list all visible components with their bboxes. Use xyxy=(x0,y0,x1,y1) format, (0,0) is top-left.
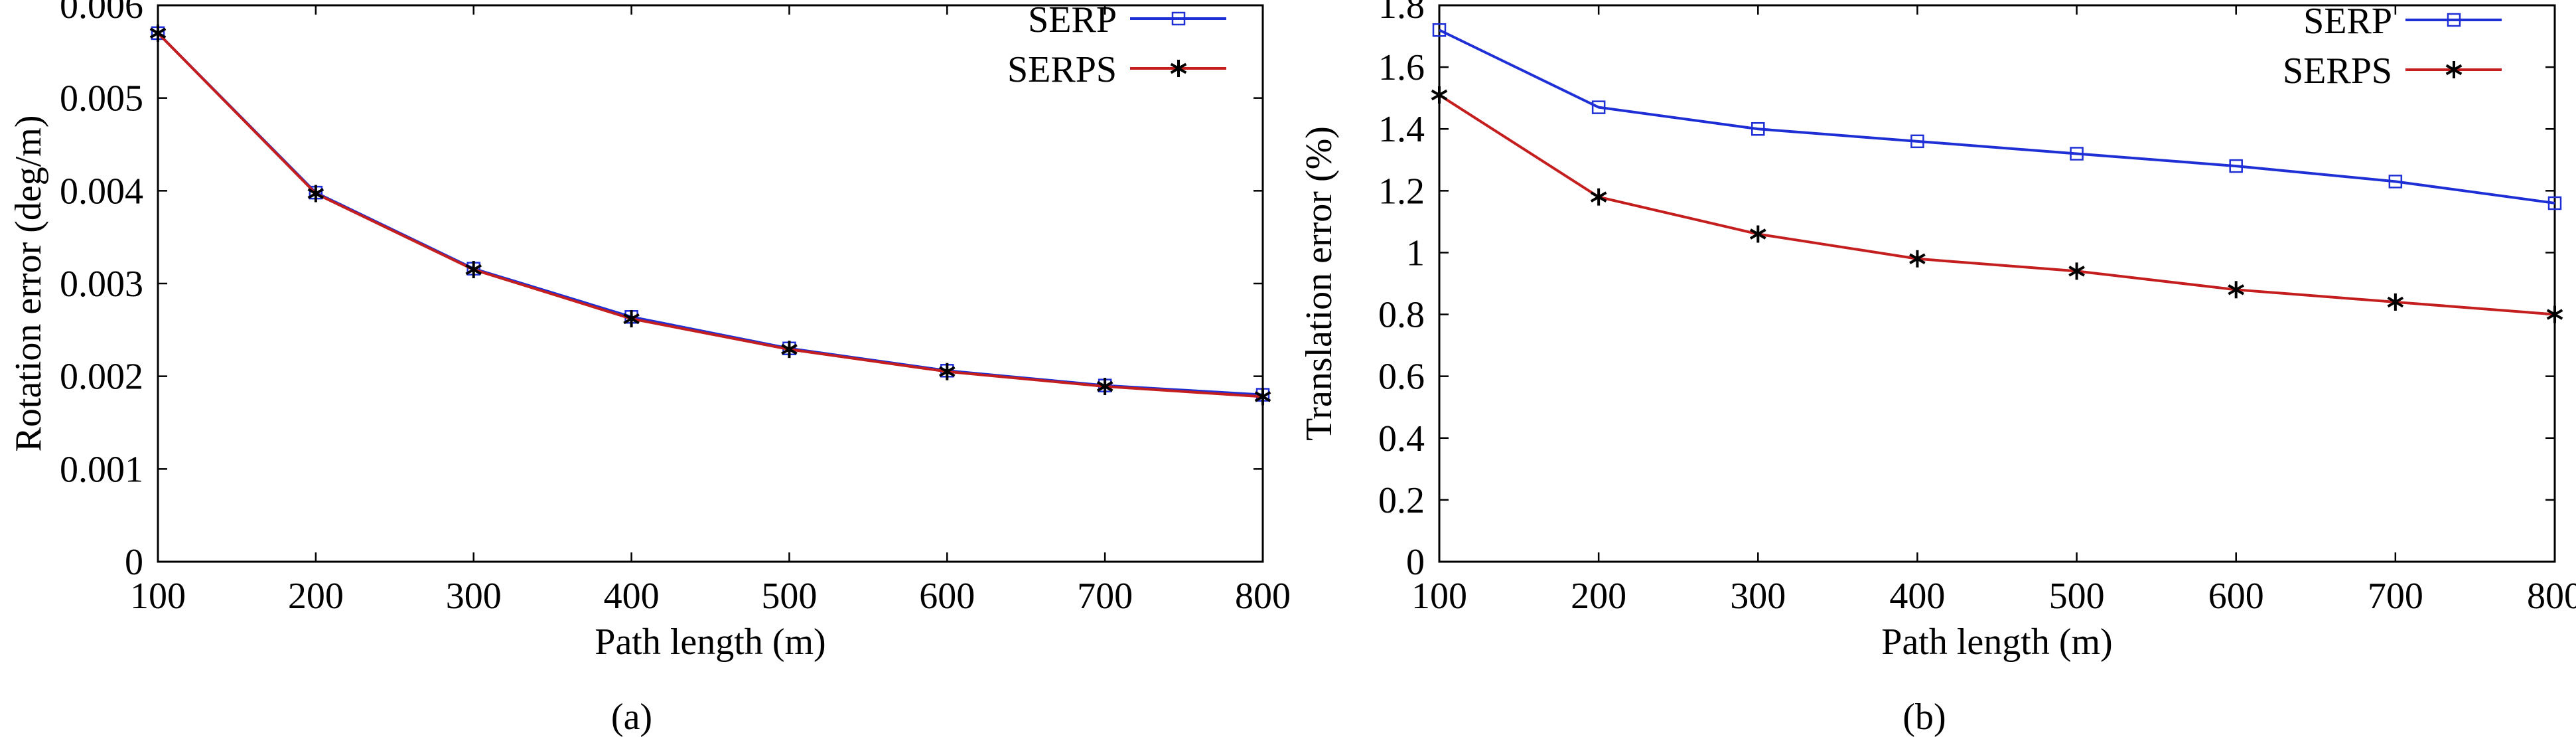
chart-a-series-serps-line xyxy=(157,32,1263,398)
chart-b-y-tick-label: 1.2 xyxy=(1378,171,1425,212)
chart-a-y-tick-label: 0.006 xyxy=(60,0,143,27)
chart-b-x-axis-title: Path length (m) xyxy=(1881,621,2112,663)
chart-a-x-tick-label: 700 xyxy=(1077,576,1133,617)
chart-b-series xyxy=(1431,23,2563,323)
chart-b-series-serps-line xyxy=(1438,94,2555,316)
chart-a-x-tick-label: 600 xyxy=(919,576,975,617)
chart-b-series-serp-point xyxy=(2229,159,2243,173)
chart-b-series-serp-point xyxy=(1751,122,1765,136)
chart-a-x-tick-label: 400 xyxy=(604,576,660,617)
chart-b-y-tick-label: 0.4 xyxy=(1378,418,1425,459)
chart-b-y-tick-label: 1.6 xyxy=(1378,47,1425,88)
chart-b-caption: (b) xyxy=(1902,696,1946,737)
chart-b-x-tick-label: 200 xyxy=(1571,576,1626,617)
chart-a-legend-serp-marker xyxy=(1171,11,1186,26)
chart-a-series-serps-point xyxy=(307,185,324,203)
chart-b-y-axis: 0 0.2 0.4 0.6 0.8 1 1.2 1.4 1.6 1.8 xyxy=(1378,0,2555,583)
chart-b-series-serps-point xyxy=(2228,281,2245,299)
chart-a-legend: SERP SERPS xyxy=(1007,0,1226,90)
chart-a-legend-serp-label: SERP xyxy=(1028,0,1117,41)
chart-a: 0 0.001 0.002 0.003 0.004 0.005 0.006 100 200 30… xyxy=(8,0,1291,737)
chart-b-y-tick-label: 0.6 xyxy=(1378,357,1425,398)
chart-b-x-tick-label: 300 xyxy=(1730,576,1786,617)
chart-b-series-serps-point xyxy=(2068,262,2085,280)
chart-a-y-tick-label: 0.005 xyxy=(60,78,143,120)
chart-a-series-serps-point xyxy=(938,363,956,380)
chart-a-series-serps-point xyxy=(149,24,167,42)
chart-b-x-tick-label: 800 xyxy=(2527,576,2576,617)
chart-a-y-axis-title: Rotation error (deg/m) xyxy=(8,116,49,452)
chart-b-series-serps-point xyxy=(1909,250,1926,268)
chart-a-x-axis-title: Path length (m) xyxy=(595,621,825,663)
chart-a-x-tick-label: 200 xyxy=(288,576,344,617)
chart-a-y-tick-label: 0 xyxy=(125,542,143,583)
chart-a-x-tick-label: 100 xyxy=(130,576,186,617)
chart-b-y-axis-title: Translation error (%) xyxy=(1299,126,1340,441)
chart-a-y-tick-label: 0.003 xyxy=(60,264,143,305)
chart-a-series-serps-point xyxy=(1254,388,1271,406)
chart-a-caption: (a) xyxy=(611,696,652,737)
chart-a-legend-serps-label: SERPS xyxy=(1007,49,1117,90)
chart-b-series-serps-point xyxy=(2387,293,2404,311)
chart-a-x-tick-label: 800 xyxy=(1235,576,1291,617)
chart-a-y-tick-label: 0.001 xyxy=(60,449,143,490)
chart-b-x-tick-label: 500 xyxy=(2049,576,2105,617)
chart-b-legend-serps-marker xyxy=(2445,61,2463,78)
chart-a-series-serps-point xyxy=(1096,378,1113,396)
chart-b-series-serps-point xyxy=(2546,305,2563,323)
chart-a-x-tick-label: 300 xyxy=(446,576,502,617)
chart-b-y-tick-label: 0.2 xyxy=(1378,480,1425,521)
chart-b-series-serp-point xyxy=(1591,100,1606,114)
chart-b-x-tick-label: 700 xyxy=(2368,576,2423,617)
chart-b-series-serp-point xyxy=(2547,196,2562,210)
chart-b-series-serp-point xyxy=(1432,23,1447,37)
chart-b-series-serp-line xyxy=(1439,29,2555,205)
chart-b-y-tick-label: 1.4 xyxy=(1378,109,1425,150)
chart-b-series-serp-point xyxy=(2388,175,2403,189)
chart-b: 0 0.2 0.4 0.6 0.8 1 1.2 1.4 1.6 1.8 100 200 300 400 5… xyxy=(1299,0,2576,737)
chart-b-series-serp-point xyxy=(1910,134,1924,149)
chart-b-y-tick-label: 1 xyxy=(1406,232,1425,274)
chart-b-series-serps-point xyxy=(1590,188,1607,206)
chart-b-plot-frame xyxy=(1438,4,2556,563)
chart-b-x-tick-label: 400 xyxy=(1889,576,1945,617)
chart-a-series-serps-point xyxy=(781,341,798,359)
chart-a-series-serps-point xyxy=(465,261,482,279)
chart-b-legend-serps-label: SERPS xyxy=(2283,50,2392,92)
chart-b-y-tick-label: 0 xyxy=(1406,542,1425,583)
chart-b-legend-serp-label: SERP xyxy=(2303,1,2392,42)
chart-a-legend-serps-marker xyxy=(1170,60,1187,77)
chart-b-series-serps-point xyxy=(1431,86,1448,104)
chart-b-legend: SERP SERPS xyxy=(2283,1,2502,92)
chart-a-y-tick-label: 0.004 xyxy=(60,171,143,212)
chart-a-series-serps-point xyxy=(623,310,640,328)
chart-b-legend-serp-marker xyxy=(2447,13,2461,27)
chart-a-x-axis: 100 200 300 400 500 600 700 800 xyxy=(130,5,1291,617)
chart-b-y-tick-label: 0.8 xyxy=(1378,295,1425,336)
chart-b-series-serp-point xyxy=(2070,147,2084,161)
chart-a-y-axis: 0 0.001 0.002 0.003 0.004 0.005 0.006 xyxy=(60,0,1263,583)
chart-b-series-serps-point xyxy=(1749,225,1766,243)
chart-a-x-tick-label: 500 xyxy=(761,576,817,617)
chart-b-x-axis: 100 200 300 400 500 600 700 800 xyxy=(1411,5,2576,617)
chart-a-y-tick-label: 0.002 xyxy=(60,357,143,398)
chart-b-x-tick-label: 100 xyxy=(1411,576,1467,617)
chart-b-x-tick-label: 600 xyxy=(2208,576,2264,617)
chart-a-series xyxy=(149,24,1271,406)
chart-b-y-tick-label: 1.8 xyxy=(1378,0,1425,27)
